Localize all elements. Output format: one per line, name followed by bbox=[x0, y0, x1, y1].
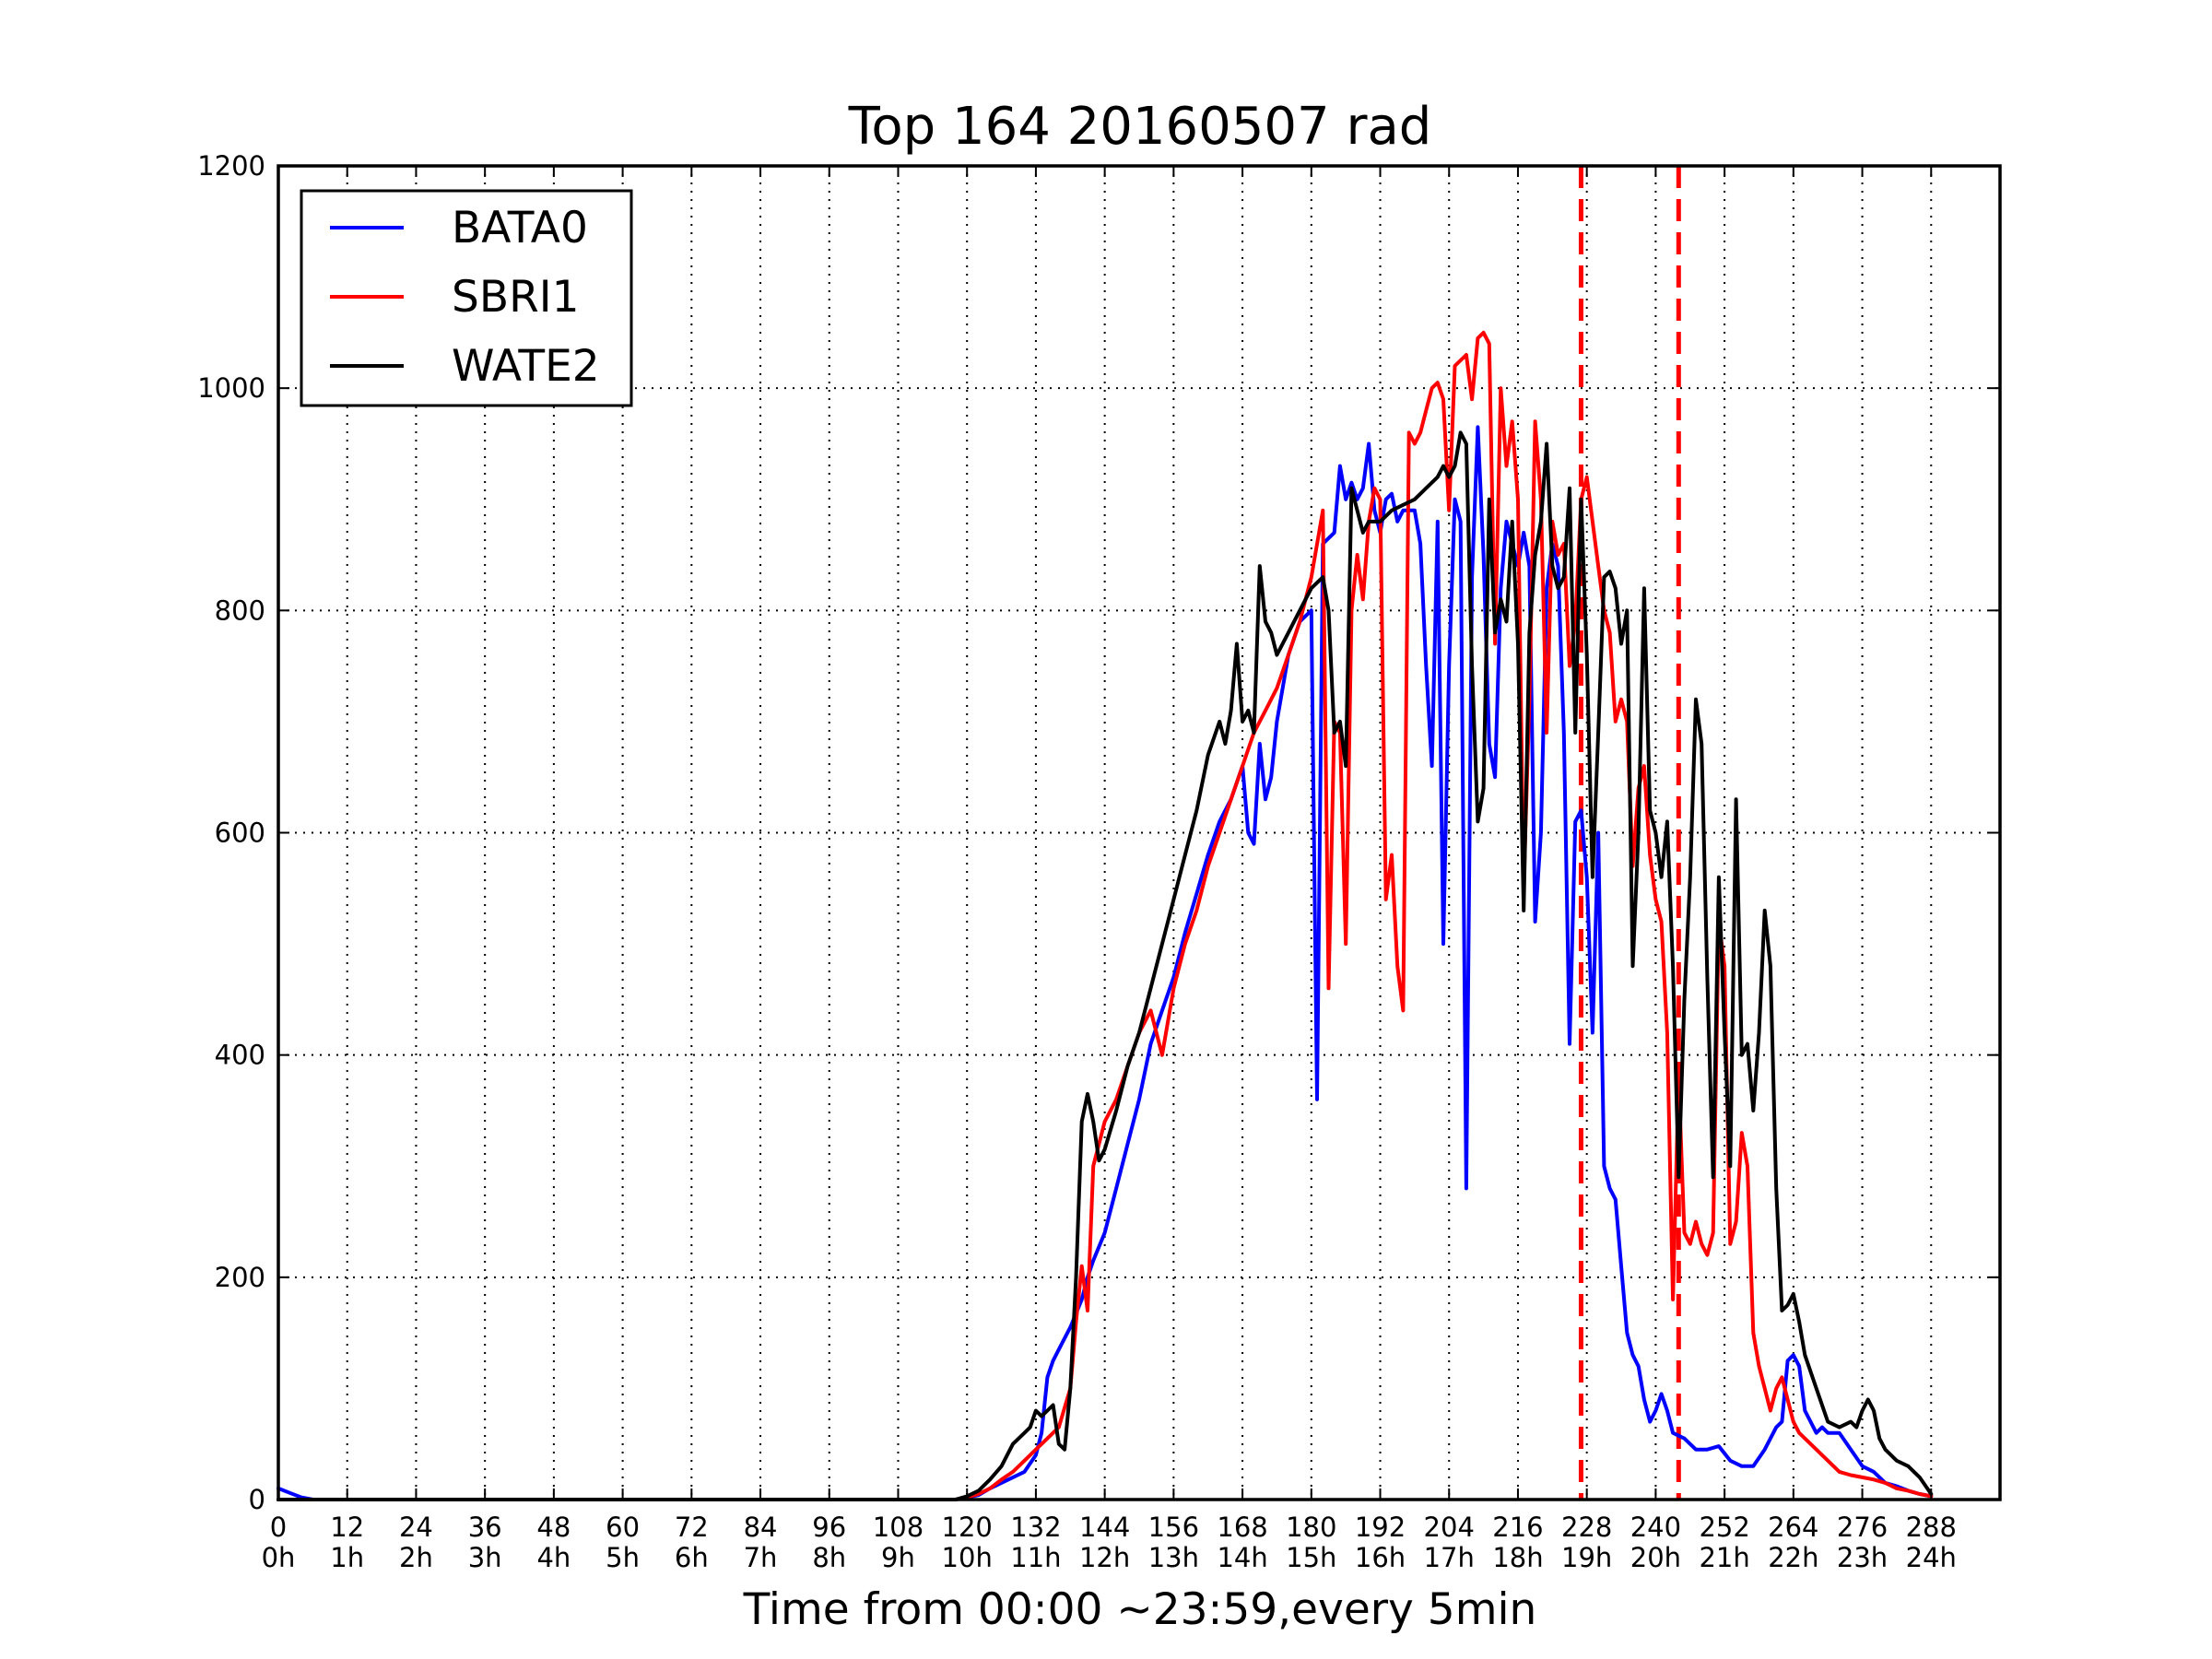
x-tick-label: 60 bbox=[606, 1512, 640, 1543]
x-tick-sublabel: 1h bbox=[330, 1542, 364, 1573]
x-tick-sublabel: 8h bbox=[812, 1542, 846, 1573]
x-tick-label: 108 bbox=[873, 1512, 924, 1543]
x-tick-label: 204 bbox=[1424, 1512, 1475, 1543]
x-tick-label: 132 bbox=[1010, 1512, 1061, 1543]
x-tick-label: 36 bbox=[468, 1512, 502, 1543]
series-line-sbri1 bbox=[276, 330, 1934, 1501]
x-tick-sublabel: 10h bbox=[942, 1542, 993, 1573]
x-tick-sublabel: 21h bbox=[1699, 1542, 1749, 1573]
x-tick-sublabel: 11h bbox=[1010, 1542, 1061, 1573]
legend: BATA0 SBRI1 WATE2 bbox=[300, 189, 633, 407]
axis-ticks: 00h121h242h363h484h605h726h847h968h1089h… bbox=[197, 150, 2000, 1573]
x-tick-sublabel: 3h bbox=[468, 1542, 502, 1573]
x-tick-sublabel: 12h bbox=[1079, 1542, 1130, 1573]
x-tick-label: 24 bbox=[399, 1512, 433, 1543]
x-tick-label: 84 bbox=[744, 1512, 778, 1543]
x-tick-label: 252 bbox=[1699, 1512, 1749, 1543]
legend-label-sbri1: SBRI1 bbox=[452, 272, 580, 323]
y-tick-label: 0 bbox=[249, 1484, 265, 1515]
vertical-markers bbox=[1578, 166, 1681, 1500]
x-tick-sublabel: 5h bbox=[606, 1542, 640, 1573]
x-tick-label: 240 bbox=[1630, 1512, 1681, 1543]
x-tick-sublabel: 18h bbox=[1492, 1542, 1543, 1573]
x-tick-label: 0 bbox=[270, 1512, 287, 1543]
x-tick-sublabel: 15h bbox=[1286, 1542, 1336, 1573]
legend-label-wate2: WATE2 bbox=[452, 341, 600, 392]
x-tick-sublabel: 0h bbox=[262, 1542, 296, 1573]
x-tick-label: 96 bbox=[812, 1512, 846, 1543]
x-tick-label: 72 bbox=[675, 1512, 709, 1543]
x-tick-sublabel: 22h bbox=[1768, 1542, 1818, 1573]
chart-title: Top 164 20160507 rad bbox=[848, 97, 1432, 157]
x-tick-label: 144 bbox=[1079, 1512, 1130, 1543]
x-tick-label: 264 bbox=[1768, 1512, 1818, 1543]
x-tick-label: 216 bbox=[1492, 1512, 1543, 1543]
x-tick-sublabel: 7h bbox=[744, 1542, 778, 1573]
y-tick-label: 1000 bbox=[197, 372, 265, 404]
x-tick-sublabel: 24h bbox=[1906, 1542, 1957, 1573]
x-tick-sublabel: 2h bbox=[399, 1542, 433, 1573]
x-tick-sublabel: 6h bbox=[675, 1542, 709, 1573]
x-tick-label: 180 bbox=[1286, 1512, 1336, 1543]
x-tick-label: 228 bbox=[1561, 1512, 1612, 1543]
x-tick-sublabel: 20h bbox=[1630, 1542, 1681, 1573]
legend-items: BATA0 SBRI1 WATE2 bbox=[330, 203, 600, 392]
x-tick-sublabel: 19h bbox=[1561, 1542, 1612, 1573]
x-axis-label: Time from 00:00 ~23:59,every 5min bbox=[743, 1584, 1537, 1635]
y-tick-label: 400 bbox=[215, 1040, 265, 1071]
x-tick-sublabel: 23h bbox=[1837, 1542, 1888, 1573]
x-tick-label: 276 bbox=[1837, 1512, 1888, 1543]
y-tick-label: 600 bbox=[215, 818, 265, 849]
y-tick-label: 800 bbox=[215, 594, 265, 626]
x-tick-sublabel: 9h bbox=[881, 1542, 915, 1573]
x-tick-label: 48 bbox=[536, 1512, 571, 1543]
series-lines bbox=[276, 330, 1934, 1501]
y-tick-label: 200 bbox=[215, 1262, 265, 1293]
x-tick-label: 156 bbox=[1148, 1512, 1199, 1543]
x-tick-label: 12 bbox=[330, 1512, 364, 1543]
x-tick-sublabel: 14h bbox=[1217, 1542, 1267, 1573]
legend-label-bata0: BATA0 bbox=[452, 203, 588, 253]
x-tick-label: 120 bbox=[942, 1512, 993, 1543]
x-tick-label: 288 bbox=[1906, 1512, 1957, 1543]
x-tick-sublabel: 13h bbox=[1148, 1542, 1199, 1573]
x-tick-label: 168 bbox=[1217, 1512, 1267, 1543]
series-line-wate2 bbox=[276, 430, 1934, 1501]
x-tick-label: 192 bbox=[1355, 1512, 1406, 1543]
x-tick-sublabel: 17h bbox=[1424, 1542, 1475, 1573]
y-tick-label: 1200 bbox=[197, 150, 265, 182]
x-tick-sublabel: 16h bbox=[1355, 1542, 1406, 1573]
series-line-bata0 bbox=[276, 425, 1934, 1501]
x-tick-sublabel: 4h bbox=[536, 1542, 571, 1573]
